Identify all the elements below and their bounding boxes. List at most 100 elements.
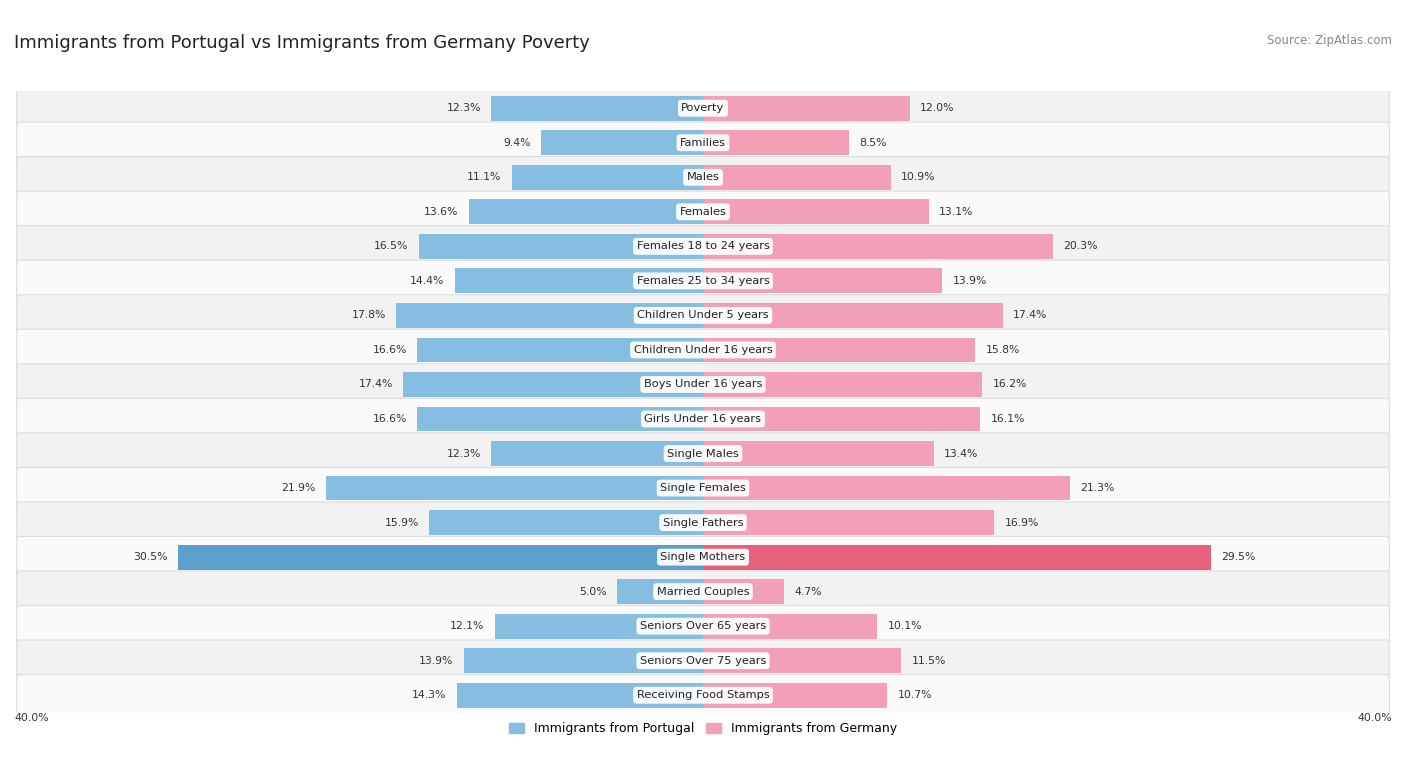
Bar (703, 96, 910, 121)
Text: Females 25 to 34 years: Females 25 to 34 years (637, 276, 769, 286)
Text: 13.1%: 13.1% (939, 207, 973, 217)
Text: 20.3%: 20.3% (1063, 241, 1098, 252)
Legend: Immigrants from Portugal, Immigrants from Germany: Immigrants from Portugal, Immigrants fro… (503, 718, 903, 741)
Text: 16.2%: 16.2% (993, 380, 1026, 390)
Text: 11.1%: 11.1% (467, 172, 502, 182)
Text: 16.9%: 16.9% (1004, 518, 1039, 528)
Text: 40.0%: 40.0% (1357, 713, 1392, 722)
Bar (703, 130, 849, 155)
Text: 13.4%: 13.4% (945, 449, 979, 459)
FancyBboxPatch shape (17, 364, 1389, 406)
Text: 5.0%: 5.0% (579, 587, 606, 597)
Text: 10.1%: 10.1% (887, 622, 922, 631)
Bar (703, 441, 934, 466)
FancyBboxPatch shape (17, 571, 1389, 612)
Bar (456, 268, 703, 293)
Text: Poverty: Poverty (682, 103, 724, 113)
Text: Single Mothers: Single Mothers (661, 552, 745, 562)
Text: 9.4%: 9.4% (503, 138, 531, 148)
Text: Seniors Over 65 years: Seniors Over 65 years (640, 622, 766, 631)
Bar (464, 648, 703, 673)
Bar (418, 406, 703, 431)
Text: Children Under 5 years: Children Under 5 years (637, 311, 769, 321)
Bar (703, 614, 877, 639)
Bar (541, 130, 703, 155)
Bar (491, 96, 703, 121)
Text: 29.5%: 29.5% (1222, 552, 1256, 562)
Text: 16.1%: 16.1% (991, 414, 1025, 424)
Bar (703, 337, 976, 362)
Bar (703, 199, 928, 224)
Bar (396, 303, 703, 328)
FancyBboxPatch shape (17, 433, 1389, 475)
Bar (703, 545, 1211, 569)
Bar (404, 372, 703, 397)
Text: 17.4%: 17.4% (1012, 311, 1047, 321)
Text: Source: ZipAtlas.com: Source: ZipAtlas.com (1267, 34, 1392, 47)
Text: 12.1%: 12.1% (450, 622, 484, 631)
Text: Single Males: Single Males (666, 449, 740, 459)
Text: Families: Families (681, 138, 725, 148)
Text: 30.5%: 30.5% (132, 552, 167, 562)
Text: 21.3%: 21.3% (1080, 483, 1115, 493)
Text: Girls Under 16 years: Girls Under 16 years (644, 414, 762, 424)
Text: 40.0%: 40.0% (14, 713, 49, 722)
Text: 8.5%: 8.5% (859, 138, 887, 148)
Bar (703, 510, 994, 535)
Text: Single Fathers: Single Fathers (662, 518, 744, 528)
Text: 17.4%: 17.4% (359, 380, 392, 390)
Text: 14.3%: 14.3% (412, 691, 446, 700)
Bar (418, 337, 703, 362)
Text: Females 18 to 24 years: Females 18 to 24 years (637, 241, 769, 252)
Bar (703, 303, 1002, 328)
Bar (617, 579, 703, 604)
FancyBboxPatch shape (17, 640, 1389, 681)
Bar (429, 510, 703, 535)
Text: 13.9%: 13.9% (419, 656, 453, 666)
Bar (177, 545, 703, 569)
Text: 12.0%: 12.0% (920, 103, 955, 113)
Text: Seniors Over 75 years: Seniors Over 75 years (640, 656, 766, 666)
Text: 21.9%: 21.9% (281, 483, 315, 493)
Text: Males: Males (686, 172, 720, 182)
Text: 15.8%: 15.8% (986, 345, 1019, 355)
Text: Married Couples: Married Couples (657, 587, 749, 597)
Text: 16.5%: 16.5% (374, 241, 409, 252)
Bar (703, 648, 901, 673)
Text: 15.9%: 15.9% (384, 518, 419, 528)
Text: Children Under 16 years: Children Under 16 years (634, 345, 772, 355)
Bar (512, 164, 703, 190)
Text: 11.5%: 11.5% (911, 656, 946, 666)
FancyBboxPatch shape (17, 87, 1389, 129)
FancyBboxPatch shape (17, 675, 1389, 716)
Text: Females: Females (679, 207, 727, 217)
Bar (703, 475, 1070, 500)
Bar (703, 372, 981, 397)
Text: Immigrants from Portugal vs Immigrants from Germany Poverty: Immigrants from Portugal vs Immigrants f… (14, 34, 591, 52)
Text: Single Females: Single Females (661, 483, 745, 493)
Text: 10.7%: 10.7% (897, 691, 932, 700)
Bar (468, 199, 703, 224)
FancyBboxPatch shape (17, 502, 1389, 543)
Text: Receiving Food Stamps: Receiving Food Stamps (637, 691, 769, 700)
Bar (457, 683, 703, 708)
Text: 12.3%: 12.3% (447, 103, 481, 113)
Bar (703, 234, 1053, 258)
Bar (326, 475, 703, 500)
Text: 14.4%: 14.4% (411, 276, 444, 286)
FancyBboxPatch shape (17, 157, 1389, 198)
Text: 13.6%: 13.6% (425, 207, 458, 217)
Bar (495, 614, 703, 639)
Bar (703, 164, 891, 190)
Bar (703, 579, 785, 604)
Text: 13.9%: 13.9% (953, 276, 987, 286)
Text: 4.7%: 4.7% (794, 587, 821, 597)
Bar (703, 683, 887, 708)
FancyBboxPatch shape (17, 398, 1389, 440)
Text: 12.3%: 12.3% (447, 449, 481, 459)
FancyBboxPatch shape (17, 191, 1389, 233)
Bar (491, 441, 703, 466)
Bar (703, 406, 980, 431)
Text: 16.6%: 16.6% (373, 414, 406, 424)
Text: 10.9%: 10.9% (901, 172, 935, 182)
